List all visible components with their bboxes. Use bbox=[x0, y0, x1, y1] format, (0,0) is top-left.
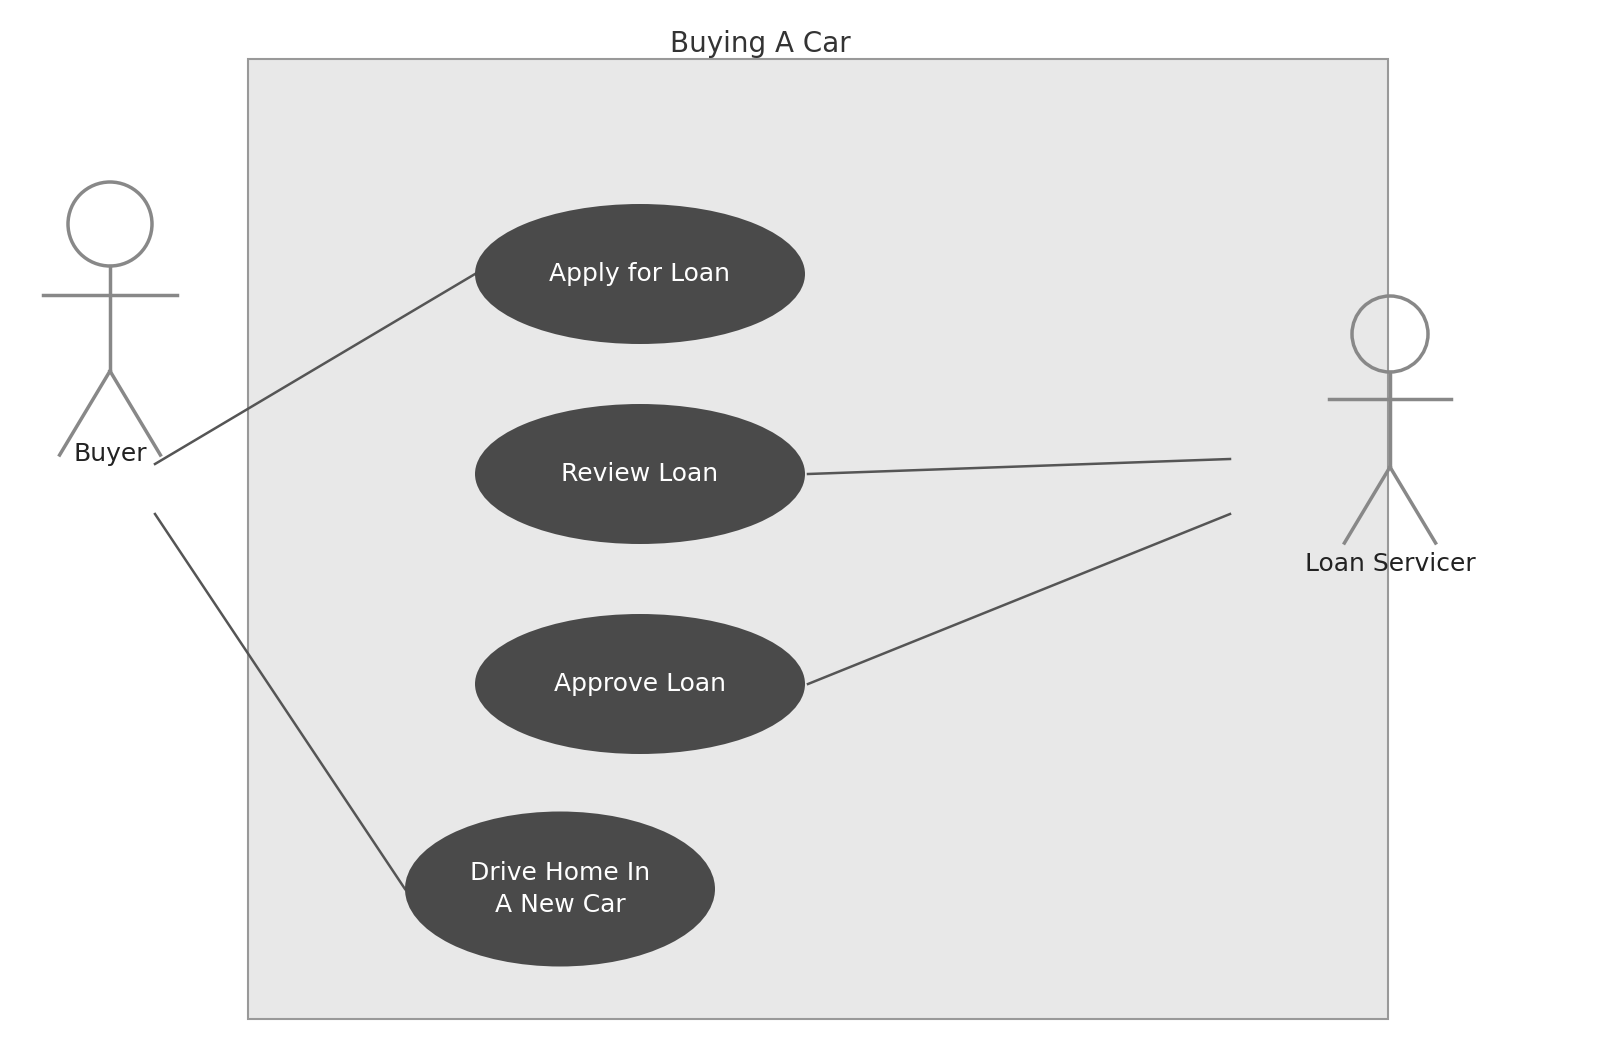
Text: Apply for Loan: Apply for Loan bbox=[549, 262, 731, 286]
Ellipse shape bbox=[475, 204, 805, 344]
Text: Buying A Car: Buying A Car bbox=[670, 30, 851, 58]
Ellipse shape bbox=[405, 812, 715, 967]
Text: Drive Home In
A New Car: Drive Home In A New Car bbox=[470, 861, 650, 917]
FancyBboxPatch shape bbox=[249, 59, 1388, 1019]
Text: Buyer: Buyer bbox=[73, 442, 147, 466]
Ellipse shape bbox=[475, 614, 805, 754]
Text: Approve Loan: Approve Loan bbox=[554, 672, 726, 696]
Text: Review Loan: Review Loan bbox=[562, 462, 718, 486]
Text: Loan Servicer: Loan Servicer bbox=[1304, 552, 1475, 575]
Ellipse shape bbox=[475, 404, 805, 544]
